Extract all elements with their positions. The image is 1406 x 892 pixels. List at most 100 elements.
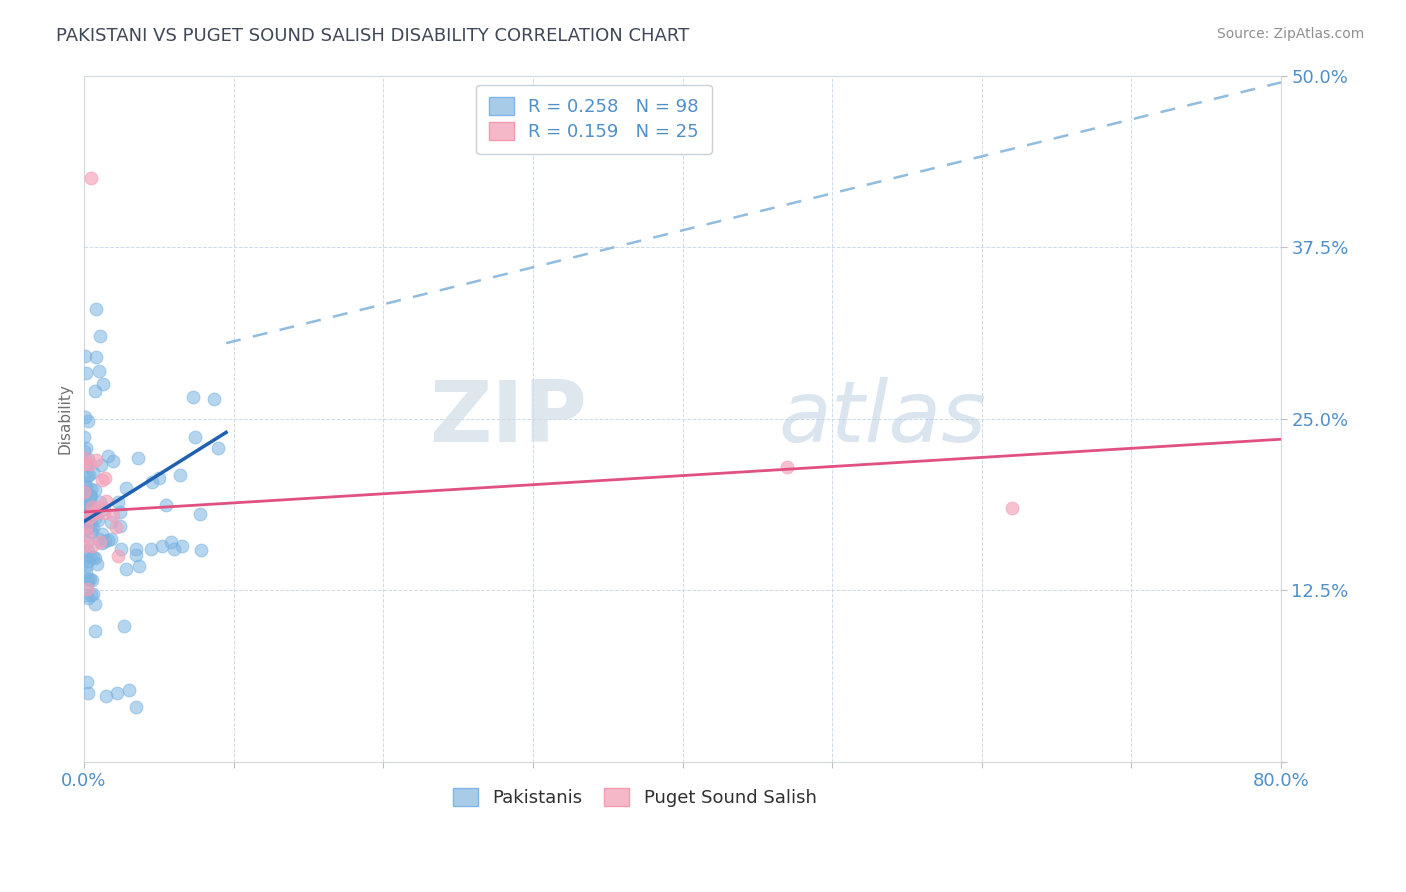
Point xyxy=(76,509,98,524)
Point xyxy=(87,532,110,546)
Point xyxy=(94,471,117,485)
Point xyxy=(80,489,103,503)
Point xyxy=(73,475,96,490)
Point xyxy=(75,490,97,504)
Point xyxy=(82,587,104,601)
Point xyxy=(77,467,100,482)
Point xyxy=(82,550,104,565)
Point xyxy=(79,549,101,564)
Point xyxy=(101,454,124,468)
Point xyxy=(76,575,98,590)
Point xyxy=(100,532,122,546)
Point xyxy=(75,495,97,509)
Point xyxy=(169,467,191,482)
Point xyxy=(141,475,163,490)
Point xyxy=(90,536,112,550)
Point xyxy=(76,554,98,568)
Point xyxy=(190,542,212,557)
Text: PAKISTANI VS PUGET SOUND SALISH DISABILITY CORRELATION CHART: PAKISTANI VS PUGET SOUND SALISH DISABILI… xyxy=(56,27,689,45)
Point xyxy=(73,409,96,424)
Point xyxy=(75,479,97,493)
Point xyxy=(79,510,101,524)
Point xyxy=(148,471,170,485)
Point xyxy=(94,494,117,508)
Point xyxy=(82,573,104,587)
Point xyxy=(150,539,173,553)
Point xyxy=(115,481,138,495)
Point xyxy=(77,544,100,558)
Point xyxy=(73,485,96,500)
Point xyxy=(84,483,107,497)
Point xyxy=(75,559,97,574)
Point xyxy=(776,459,799,474)
Point xyxy=(114,562,136,576)
Point xyxy=(80,588,103,602)
Point xyxy=(86,557,108,571)
Point xyxy=(89,329,111,343)
Point xyxy=(184,430,207,444)
Point xyxy=(76,512,98,526)
Point xyxy=(79,495,101,509)
Point xyxy=(75,588,97,602)
Point xyxy=(105,519,128,533)
Point xyxy=(97,449,120,463)
Point xyxy=(79,488,101,502)
Point xyxy=(76,469,98,483)
Point xyxy=(75,484,97,499)
Point xyxy=(108,506,131,520)
Point xyxy=(172,539,194,553)
Point xyxy=(84,452,107,467)
Point xyxy=(80,539,103,553)
Point xyxy=(73,450,96,465)
Point xyxy=(93,507,115,521)
Point xyxy=(76,675,98,690)
Point xyxy=(84,384,107,399)
Point xyxy=(77,686,100,700)
Point xyxy=(84,624,107,638)
Point xyxy=(75,518,97,533)
Point xyxy=(97,533,120,547)
Point xyxy=(82,521,104,535)
Point xyxy=(125,699,148,714)
Legend: Pakistanis, Puget Sound Salish: Pakistanis, Puget Sound Salish xyxy=(446,781,824,814)
Point xyxy=(84,350,107,364)
Point xyxy=(75,500,97,514)
Point xyxy=(80,518,103,533)
Point xyxy=(110,542,132,557)
Point xyxy=(76,528,98,542)
Point xyxy=(181,390,204,404)
Point xyxy=(73,430,96,444)
Point xyxy=(79,507,101,521)
Point xyxy=(73,485,96,500)
Point xyxy=(89,458,111,472)
Point xyxy=(73,539,96,553)
Point xyxy=(84,507,107,521)
Point xyxy=(125,542,148,557)
Point xyxy=(75,550,97,565)
Point xyxy=(188,508,211,522)
Point xyxy=(79,509,101,524)
Point xyxy=(75,510,97,524)
Point xyxy=(128,559,150,574)
Point xyxy=(108,519,131,533)
Point xyxy=(124,548,146,562)
Point xyxy=(80,524,103,539)
Point xyxy=(1001,500,1024,515)
Point xyxy=(75,366,97,380)
Point xyxy=(163,542,186,557)
Point xyxy=(107,494,129,508)
Point xyxy=(75,565,97,579)
Point xyxy=(127,450,149,465)
Point xyxy=(91,526,114,541)
Point xyxy=(79,516,101,530)
Point xyxy=(83,511,105,525)
Point xyxy=(94,533,117,548)
Point xyxy=(75,441,97,455)
Point xyxy=(79,573,101,587)
Point xyxy=(89,495,111,509)
Point xyxy=(84,301,107,316)
Point xyxy=(77,500,100,515)
Point xyxy=(79,514,101,528)
Point xyxy=(76,572,98,586)
Y-axis label: Disability: Disability xyxy=(58,384,72,454)
